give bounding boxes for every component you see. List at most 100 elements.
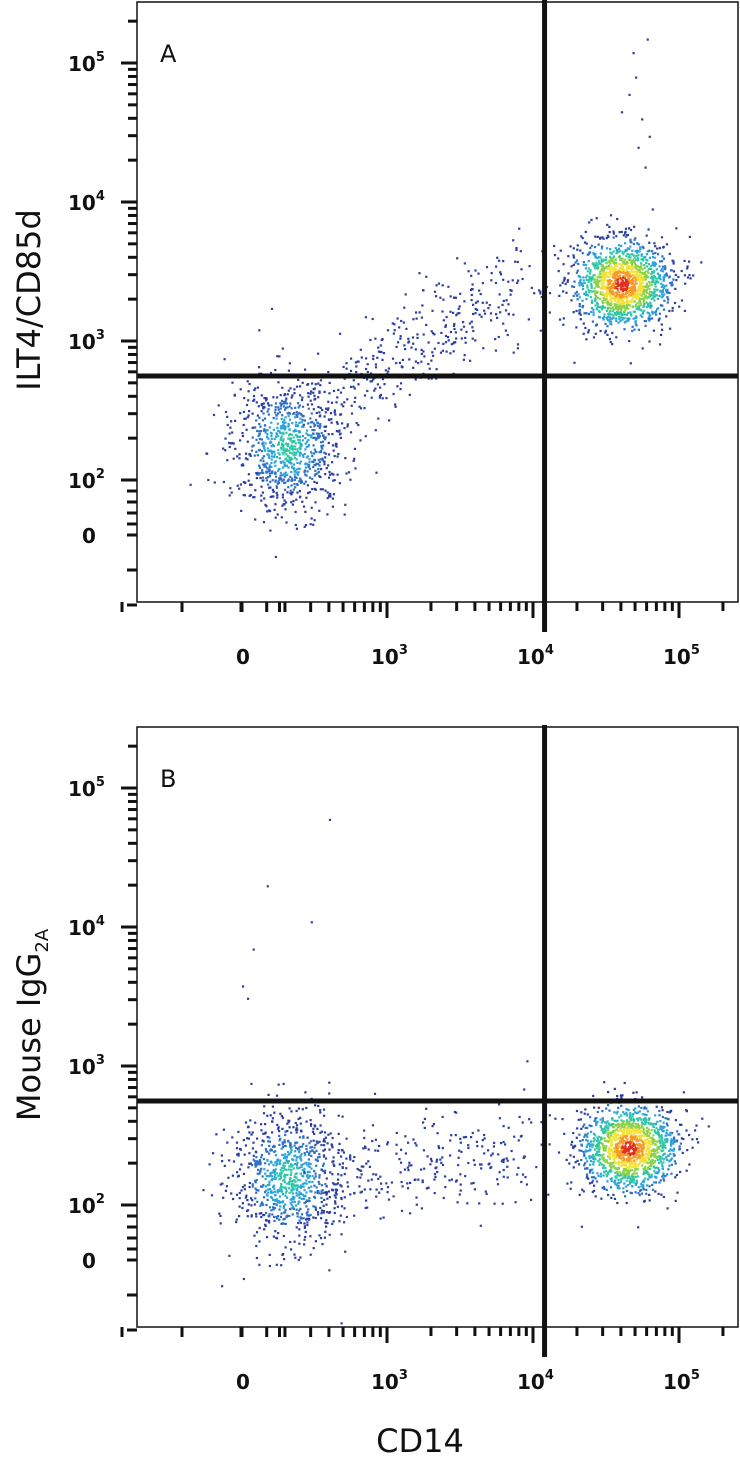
- event-point: [601, 1110, 604, 1113]
- event-point: [279, 461, 283, 464]
- event-point: [251, 1164, 254, 1167]
- event-point: [619, 288, 622, 291]
- event-point: [637, 289, 640, 292]
- event-point: [609, 286, 612, 289]
- event-point: [621, 250, 624, 253]
- event-point: [662, 1121, 665, 1124]
- event-point: [314, 473, 317, 476]
- event-point: [452, 342, 455, 345]
- event-point: [222, 480, 225, 484]
- event-point: [586, 1113, 589, 1116]
- event-point: [643, 1106, 646, 1109]
- event-point: [278, 355, 281, 358]
- event-point: [262, 1112, 266, 1115]
- event-point: [283, 472, 286, 475]
- event-point: [275, 1203, 278, 1206]
- event-point: [601, 293, 604, 296]
- event-point: [621, 1142, 624, 1145]
- event-point: [290, 1110, 293, 1113]
- event-point: [331, 1222, 334, 1225]
- event-point: [286, 479, 289, 483]
- event-point: [657, 1192, 660, 1195]
- event-point: [572, 1166, 575, 1169]
- event-point: [585, 338, 588, 341]
- event-point: [246, 1137, 249, 1140]
- event-point: [269, 1149, 272, 1152]
- event-point: [295, 1146, 298, 1150]
- event-point: [654, 285, 657, 288]
- event-point: [295, 411, 298, 414]
- event-point: [238, 457, 241, 460]
- event-point: [485, 266, 489, 269]
- event-point: [325, 425, 328, 428]
- event-point: [627, 1171, 630, 1175]
- event-point: [329, 494, 332, 497]
- event-point: [615, 304, 618, 307]
- event-point: [507, 312, 510, 315]
- event-point: [663, 293, 666, 296]
- event-point: [275, 485, 278, 488]
- event-point: [632, 300, 635, 303]
- event-point: [239, 1148, 242, 1151]
- event-point: [241, 1202, 244, 1205]
- event-point: [593, 1184, 596, 1187]
- event-point: [259, 459, 262, 462]
- event-point: [625, 1174, 628, 1177]
- event-point: [282, 481, 286, 485]
- event-point: [603, 1127, 606, 1131]
- event-point: [653, 276, 656, 279]
- event-point: [620, 1096, 623, 1099]
- event-point: [631, 267, 635, 270]
- event-point: [289, 438, 292, 441]
- event-point: [309, 523, 312, 526]
- event-point: [235, 1141, 239, 1144]
- event-point: [625, 1169, 628, 1172]
- event-point: [639, 300, 642, 303]
- event-point: [643, 296, 646, 299]
- event-point: [633, 262, 637, 265]
- event-point: [658, 1147, 661, 1150]
- event-point: [298, 454, 301, 457]
- event-point: [307, 465, 310, 468]
- event-point: [667, 1133, 670, 1136]
- event-point: [598, 1140, 601, 1143]
- event-point: [610, 1177, 614, 1180]
- event-point: [617, 1167, 620, 1170]
- event-point: [289, 475, 292, 478]
- event-point: [657, 1129, 660, 1132]
- event-point: [609, 1186, 613, 1189]
- event-point: [625, 1111, 628, 1114]
- event-point: [629, 1143, 632, 1146]
- event-point: [586, 1143, 589, 1147]
- event-point: [316, 422, 319, 425]
- event-point: [282, 1186, 285, 1189]
- event-point: [608, 310, 612, 313]
- event-point: [586, 1150, 589, 1153]
- event-point: [601, 1157, 604, 1160]
- event-point: [599, 1172, 602, 1175]
- event-point: [670, 284, 673, 287]
- event-point: [669, 1148, 672, 1151]
- event-point: [298, 1242, 301, 1245]
- event-point: [420, 360, 423, 363]
- x-tick-label: 103: [371, 643, 408, 669]
- event-point: [254, 1187, 257, 1190]
- event-point: [639, 266, 642, 269]
- event-point: [594, 332, 597, 335]
- event-point: [274, 406, 277, 409]
- event-point: [656, 1130, 659, 1133]
- event-point: [622, 276, 625, 279]
- event-point: [660, 282, 663, 285]
- event-point: [612, 270, 615, 273]
- event-point: [249, 453, 252, 456]
- event-point: [272, 495, 275, 498]
- event-point: [268, 1152, 271, 1155]
- event-point: [601, 1142, 604, 1145]
- event-point: [243, 494, 246, 497]
- event-point: [630, 313, 633, 316]
- event-point: [335, 421, 339, 424]
- event-point: [257, 473, 260, 476]
- event-point: [250, 449, 253, 452]
- event-point: [610, 273, 613, 276]
- event-point: [631, 1184, 634, 1188]
